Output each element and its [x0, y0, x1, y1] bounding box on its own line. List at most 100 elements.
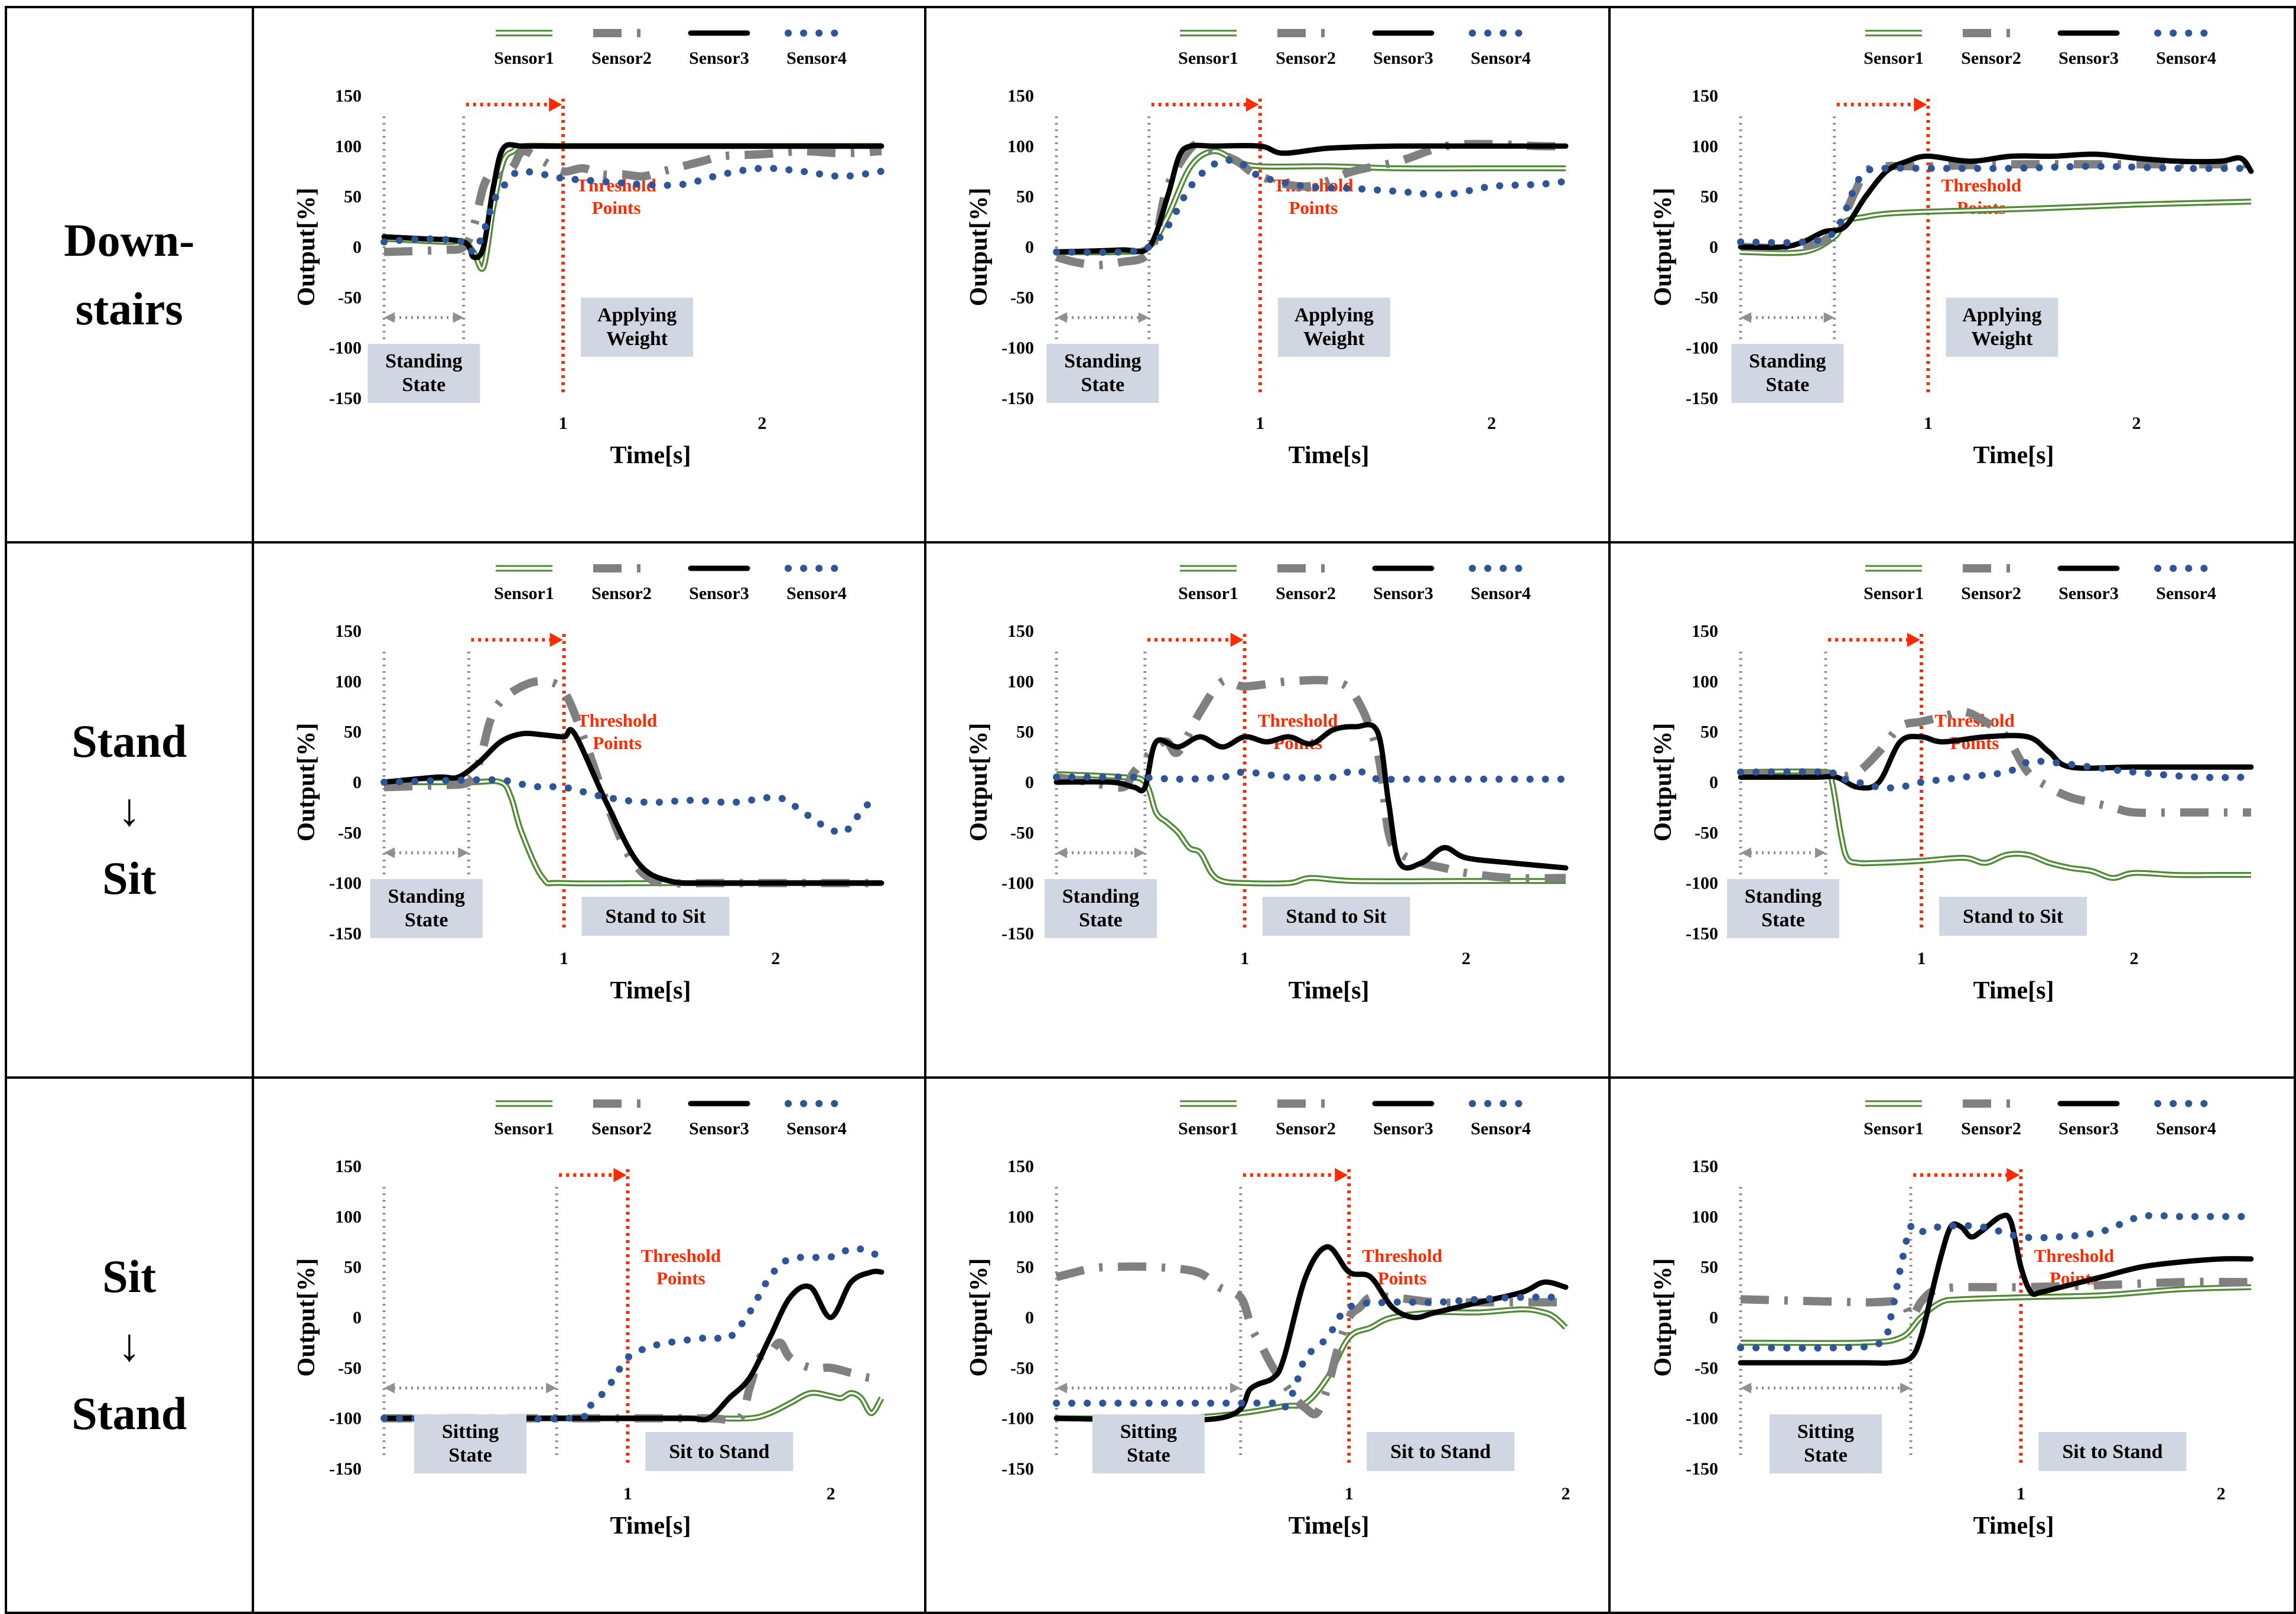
- legend-label: Sensor4: [2156, 48, 2216, 68]
- state-label-box: [367, 344, 480, 403]
- legend-label: Sensor2: [1276, 1119, 1336, 1138]
- x-tick-label: 2: [757, 414, 766, 433]
- legend: Sensor1 Sensor2 Sensor3 Sensor4: [494, 29, 848, 68]
- row-label-downstairs: Down-stairs: [5, 6, 254, 544]
- legend-label: Sensor4: [786, 48, 847, 68]
- y-tick-label: 50: [344, 187, 362, 207]
- x-tick-label: 2: [2217, 1484, 2226, 1504]
- chart-cell-r2c1: Sensor1 Sensor2 Sensor3 Sensor4 150 100 50 0 -50…: [251, 541, 926, 1079]
- legend-label: Sensor1: [1178, 584, 1238, 603]
- legend-label: Sensor1: [494, 584, 554, 603]
- action-label-box: [1262, 897, 1410, 936]
- threshold-arrow-head: [1907, 633, 1920, 647]
- series-line-sensor2: [1055, 139, 1566, 269]
- legend-label: Sensor3: [689, 48, 749, 68]
- y-tick-label: -50: [1695, 823, 1718, 842]
- y-axis-label: Output[%]: [293, 723, 320, 842]
- state-label-box: [1769, 1414, 1882, 1473]
- chart-r2c2: Sensor1 Sensor2 Sensor3 Sensor4 150 100 50 0 -50…: [965, 564, 1569, 1004]
- y-tick-label: 100: [1007, 1207, 1034, 1226]
- legend-label: Sensor2: [1961, 48, 2021, 68]
- legend-label: Sensor4: [786, 584, 847, 603]
- y-tick-label: 0: [1025, 773, 1034, 792]
- legend-label: Sensor3: [2058, 584, 2119, 603]
- x-axis-label: Time[s]: [610, 442, 691, 469]
- series-line-sensor3: [1738, 733, 2254, 791]
- threshold-label: Threshold: [2034, 1245, 2114, 1266]
- series-line-sensor4: [1052, 1293, 1569, 1413]
- series-line-sensor2: [1740, 707, 2251, 817]
- y-tick-label: 100: [1007, 672, 1034, 691]
- series-line-sensor1: [1740, 1284, 2251, 1346]
- legend-label: Sensor4: [1471, 584, 1531, 603]
- y-tick-label: 0: [353, 773, 362, 792]
- row-stand-sit: Stand ↓ Sit Sensor1 Sensor2 Sensor3 Sensor4 15…: [5, 541, 2296, 1079]
- y-tick-label: -50: [1010, 288, 1034, 307]
- legend: Sensor1 Sensor2 Sensor3 Sensor4: [1178, 29, 1533, 68]
- state-label: State: [1804, 1444, 1848, 1466]
- state-label: Standing: [1062, 886, 1139, 907]
- y-tick-label: 0: [1025, 1308, 1034, 1327]
- y-tick-label: 150: [335, 1157, 362, 1176]
- series-line-sensor1: [1740, 768, 2251, 881]
- action-label: Weight: [1971, 328, 2033, 350]
- threshold-label: Threshold: [1257, 710, 1338, 731]
- y-tick-label: -150: [329, 924, 362, 943]
- state-label: Standing: [1064, 350, 1141, 372]
- y-axis-label: Output[%]: [1650, 188, 1677, 307]
- y-tick-label: -150: [1001, 389, 1034, 408]
- legend-label: Sensor3: [1373, 48, 1433, 68]
- chart-r1c3: Sensor1 Sensor2 Sensor3 Sensor4 150 100 50 0 -50…: [1650, 29, 2255, 469]
- x-tick-label: 2: [1462, 949, 1471, 968]
- chart-r3c2: Sensor1 Sensor2 Sensor3 Sensor4 150 100 50 0 -50…: [965, 1099, 1570, 1540]
- chart-cell-r3c2: Sensor1 Sensor2 Sensor3 Sensor4 150 100 50 0 -50…: [923, 1076, 1611, 1614]
- y-tick-label: 100: [335, 1207, 362, 1226]
- state-arrow-head-right: [1138, 312, 1149, 323]
- x-tick-label: 1: [1917, 949, 1926, 968]
- chart-r3c3: Sensor1 Sensor2 Sensor3 Sensor4 150 100 50 0 -50…: [1650, 1099, 2255, 1540]
- y-tick-label: 50: [1016, 187, 1034, 207]
- legend-label: Sensor2: [591, 48, 652, 68]
- state-arrow-head-right: [1814, 847, 1826, 858]
- x-tick-label: 2: [771, 949, 780, 968]
- legend-label: Sensor1: [494, 48, 554, 68]
- x-tick-label: 1: [1256, 414, 1264, 433]
- legend: Sensor1 Sensor2 Sensor3 Sensor4: [1864, 1099, 2218, 1138]
- chart-cell-r2c3: Sensor1 Sensor2 Sensor3 Sensor4 150 100 50 0 -50…: [1608, 541, 2296, 1079]
- y-tick-label: 50: [1700, 723, 1718, 742]
- legend-label: Sensor3: [1373, 1119, 1433, 1138]
- threshold-label: Threshold: [577, 710, 657, 731]
- state-label: State: [1765, 374, 1809, 396]
- action-label: Sit to Stand: [2062, 1441, 2162, 1463]
- legend-label: Sensor1: [1178, 48, 1238, 68]
- y-tick-label: 100: [1692, 1207, 1718, 1226]
- series-line-sensor2: [1055, 676, 1566, 883]
- y-tick-label: -50: [338, 288, 362, 307]
- state-label: Standing: [1749, 350, 1826, 372]
- legend-label: Sensor3: [2058, 1119, 2119, 1138]
- state-label: State: [1761, 909, 1805, 931]
- x-axis-label: Time[s]: [1288, 977, 1369, 1004]
- row-label-line: stairs: [75, 283, 183, 334]
- y-tick-label: -100: [329, 1409, 362, 1428]
- series-line-sensor3: [1053, 722, 1569, 871]
- state-label-box: [414, 1414, 526, 1473]
- x-tick-label: 1: [623, 1484, 632, 1504]
- series-line-sensor4: [380, 776, 885, 837]
- y-tick-label: -100: [1686, 339, 1718, 358]
- state-label: State: [1127, 1444, 1170, 1466]
- state-label: Sitting: [1120, 1421, 1176, 1443]
- y-tick-label: -150: [329, 1459, 362, 1479]
- action-label-box: [2038, 1432, 2187, 1471]
- row-label-line: ↓: [118, 1319, 141, 1371]
- row-label-line: Sit: [102, 1251, 157, 1302]
- y-tick-label: -100: [1686, 1409, 1718, 1428]
- action-label: Weight: [606, 328, 668, 350]
- y-axis-label: Output[%]: [965, 723, 993, 842]
- y-tick-label: -150: [1001, 924, 1034, 943]
- row-label-sit-stand: Sit ↓ Stand: [5, 1076, 254, 1614]
- state-label-box: [370, 879, 483, 938]
- y-tick-label: -100: [1001, 874, 1034, 893]
- threshold-label: Threshold: [1362, 1245, 1442, 1266]
- chart-cell-r3c1: Sensor1 Sensor2 Sensor3 Sensor4 150 100 50 0 -50…: [251, 1076, 926, 1614]
